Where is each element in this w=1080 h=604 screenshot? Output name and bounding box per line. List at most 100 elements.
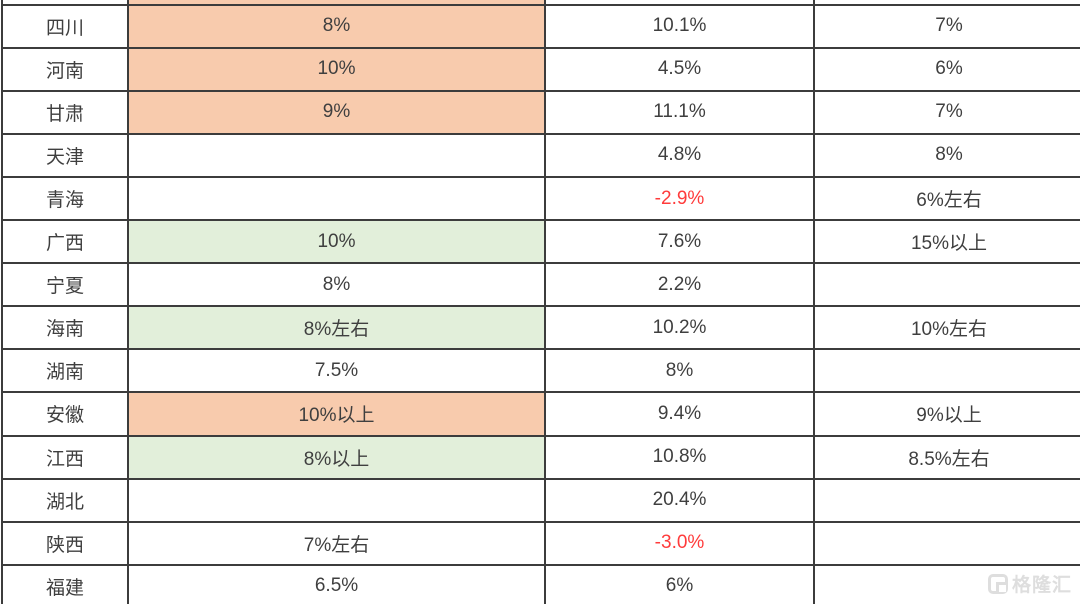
province-label: 广西 [45, 233, 84, 255]
cell-value: 8% [935, 144, 963, 166]
value-cell: 6% [813, 46, 1080, 92]
cell-value: 10%左右 [910, 319, 988, 341]
cell-value: 10.8% [652, 446, 707, 468]
value-cell: 8% [127, 3, 546, 49]
cell-value: 7.6% [657, 230, 702, 252]
value-cell: 10% [127, 46, 546, 92]
table-row-partial-top [1, 0, 1080, 6]
table-row: 天津 4.8% 8% [1, 132, 1080, 178]
value-cell: 10.8% [544, 434, 815, 480]
cell-value: 8% [322, 15, 351, 37]
cell-value: 6%左右 [916, 190, 982, 212]
cell-value: 8%以上 [303, 448, 370, 470]
value-cell: 10%以上 [127, 391, 546, 437]
value-cell: 6.5% [127, 563, 546, 604]
province-cell: 青海 [1, 175, 129, 222]
table-row: 安徽 10%以上 9.4% 9%以上 [1, 391, 1080, 437]
table-row: 湖北 20.4% [1, 477, 1080, 523]
province-cell: 甘肃 [1, 89, 129, 135]
province-label: 宁夏 [45, 276, 84, 298]
cell-value: -3.0% [654, 532, 705, 554]
province-cell: 四川 [1, 3, 129, 49]
value-cell: 15%以上 [813, 219, 1080, 265]
province-label: 江西 [45, 448, 84, 470]
value-cell: -3.0% [544, 520, 815, 566]
province-label: 青海 [45, 190, 84, 212]
province-cell: 天津 [1, 132, 129, 178]
cell-value: 8% [665, 359, 694, 381]
table-row: 甘肃 9% 11.1% 7% [1, 89, 1080, 135]
value-cell: 4.8% [544, 132, 815, 178]
value-cell [127, 0, 546, 6]
value-cell [813, 563, 1080, 604]
table-row: 福建 6.5% 6% [1, 563, 1080, 604]
value-cell: 2.2% [544, 262, 815, 308]
value-cell: 8% [813, 132, 1080, 178]
province-label: 河南 [45, 60, 84, 82]
value-cell: 8%左右 [127, 305, 546, 351]
table-row: 广西 10% 7.6% 15%以上 [1, 219, 1080, 265]
value-cell: 10% [127, 219, 546, 265]
province-label: 湖北 [45, 491, 84, 513]
table-row: 湖南 7.5% 8% [1, 348, 1080, 394]
value-cell: 7% [813, 89, 1080, 135]
table-row: 河南 10% 4.5% 6% [1, 46, 1080, 92]
value-cell [127, 175, 546, 222]
value-cell [813, 520, 1080, 566]
value-cell: 9%以上 [813, 391, 1080, 437]
value-cell: 7.6% [544, 219, 815, 265]
value-cell: -2.9% [544, 175, 815, 222]
province-cell: 海南 [1, 305, 129, 351]
province-cell: 湖北 [1, 477, 129, 523]
value-cell: 6% [544, 563, 815, 604]
province-label: 湖南 [45, 362, 84, 384]
value-cell: 8%以上 [127, 434, 546, 480]
province-cell: 陕西 [1, 520, 129, 566]
table-row: 陕西 7%左右 -3.0% [1, 520, 1080, 566]
cell-value: 6% [665, 575, 694, 597]
cell-value: 10% [317, 230, 356, 252]
value-cell: 8% [127, 262, 546, 308]
value-cell: 9.4% [544, 391, 815, 437]
province-cell: 湖南 [1, 348, 129, 394]
table-row: 宁夏 8% 2.2% [1, 262, 1080, 308]
cell-value: 7%左右 [303, 534, 370, 556]
cell-value: 7% [935, 101, 963, 123]
value-cell [813, 477, 1080, 523]
cell-value: 10%以上 [298, 405, 375, 427]
province-label: 陕西 [45, 534, 84, 556]
province-cell: 福建 [1, 563, 129, 604]
province-label: 安徽 [45, 405, 84, 427]
table-row: 四川 8% 10.1% 7% [1, 3, 1080, 49]
value-cell: 10%左右 [813, 305, 1080, 351]
province-label: 天津 [45, 146, 84, 168]
cell-value: 4.8% [657, 144, 702, 166]
cell-value: 10.1% [652, 15, 707, 37]
value-cell: 7% [813, 3, 1080, 49]
province-cell: 江西 [1, 434, 129, 480]
value-cell: 8.5%左右 [813, 434, 1080, 480]
value-cell [544, 0, 815, 6]
province-cell: 广西 [1, 219, 129, 265]
table-row: 江西 8%以上 10.8% 8.5%左右 [1, 434, 1080, 480]
cell-value: 7.5% [314, 359, 359, 381]
cell-value: 9.4% [657, 402, 702, 424]
cell-value: 8%左右 [303, 319, 370, 341]
province-cell: 宁夏 [1, 262, 129, 308]
province-cell: 安徽 [1, 391, 129, 437]
value-cell: 4.5% [544, 46, 815, 92]
cell-value: 4.5% [657, 58, 702, 80]
value-cell [127, 132, 546, 178]
cell-value: 9%以上 [916, 405, 982, 427]
value-cell: 9% [127, 89, 546, 135]
value-cell: 10.1% [544, 3, 815, 49]
value-cell [813, 348, 1080, 394]
cell-value: 7% [935, 15, 963, 37]
value-cell: 7%左右 [127, 520, 546, 566]
value-cell [813, 0, 1080, 6]
province-label: 福建 [45, 577, 84, 599]
cell-value: 8.5%左右 [908, 448, 990, 470]
cell-value: 8% [322, 273, 351, 295]
value-cell: 8% [544, 348, 815, 394]
